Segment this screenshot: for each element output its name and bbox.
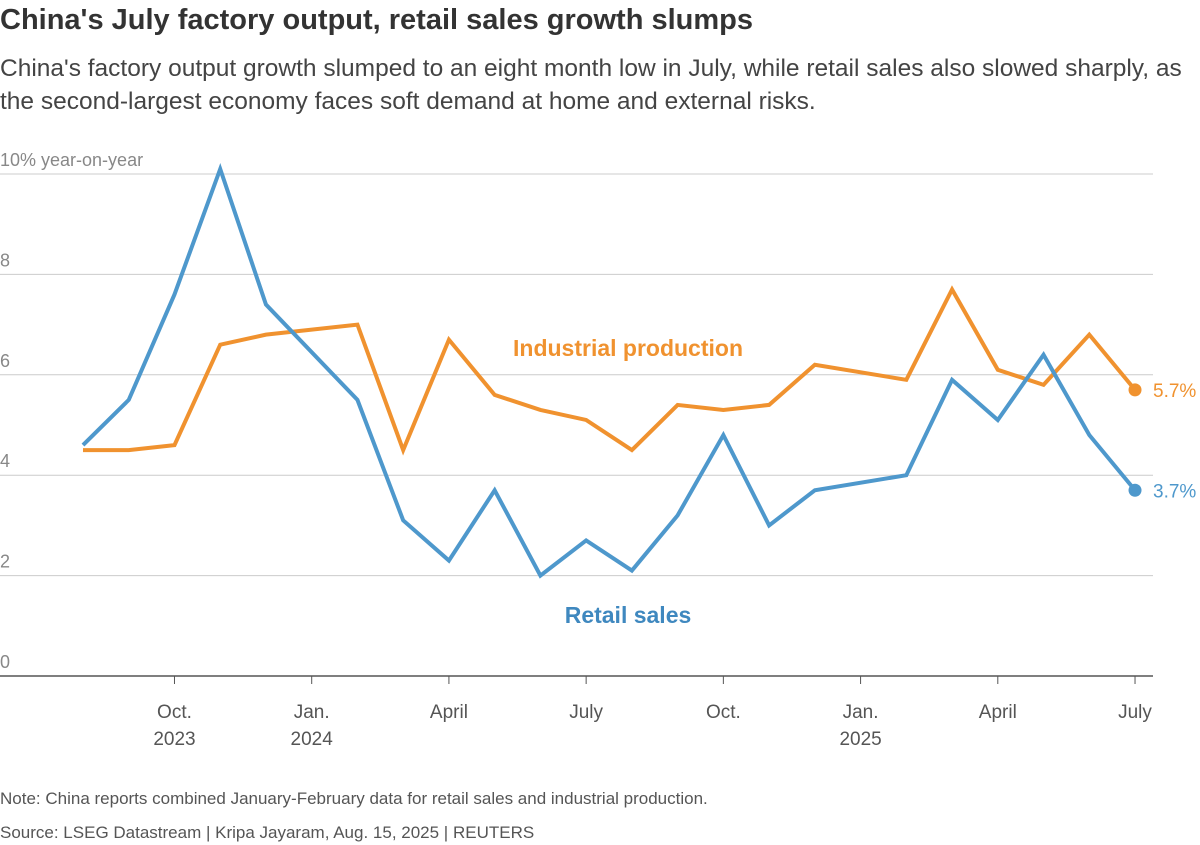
x-tick-label: Jan. — [843, 702, 879, 723]
x-tick-year-label: 2024 — [291, 729, 334, 750]
y-tick-label: 2 — [0, 552, 10, 572]
x-tick-year-label: 2025 — [839, 729, 881, 750]
x-tick-label: Oct. — [706, 702, 741, 723]
series-lines: 5.7% 3.7% — [81, 162, 1196, 579]
x-tick-label: July — [569, 702, 603, 723]
x-tick-label: Jan. — [294, 702, 330, 723]
chart-source: Source: LSEG Datastream | Kripa Jayaram,… — [0, 823, 535, 842]
x-tick-year-label: 2023 — [153, 729, 195, 750]
gridlines: 10% year-on-year 8 6 4 2 0 — [0, 150, 1153, 677]
series-line-retail — [81, 162, 1137, 579]
end-value-label: 3.7% — [1153, 481, 1196, 502]
end-point-marker — [1128, 383, 1142, 397]
series-label-industrial: Industrial production — [513, 335, 743, 361]
chart-subtitle: China's factory output growth slumped to… — [0, 55, 1182, 115]
y-tick-label: 0 — [0, 652, 10, 672]
y-tick-label: 6 — [0, 351, 10, 371]
end-value-label: 5.7% — [1153, 381, 1196, 402]
y-tick-label: 10% year-on-year — [0, 150, 143, 170]
series-label-retail: Retail sales — [565, 602, 692, 628]
y-tick-label: 4 — [0, 451, 10, 471]
x-axis: Oct. 2023 Jan. 2024 April July Oct. Jan. 2025 Apr… — [153, 676, 1152, 750]
x-tick-label: April — [979, 702, 1017, 723]
x-tick-label: April — [430, 702, 468, 723]
x-tick-label: Oct. — [157, 702, 192, 723]
end-point-marker — [1128, 483, 1142, 497]
chart-note: Note: China reports combined January-Feb… — [0, 789, 708, 808]
series-line-industrial — [83, 285, 1137, 456]
y-tick-label: 8 — [0, 250, 10, 270]
x-tick-label: July — [1118, 702, 1152, 723]
chart-title: China's July factory output, retail sale… — [0, 4, 753, 36]
